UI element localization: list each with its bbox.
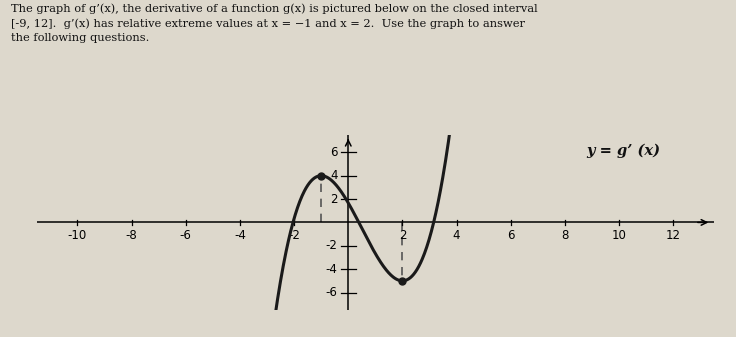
- Text: 12: 12: [666, 229, 681, 242]
- Text: y = g’ (x): y = g’ (x): [587, 143, 661, 158]
- Text: -6: -6: [325, 286, 337, 299]
- Text: -2: -2: [325, 239, 337, 252]
- Text: -4: -4: [325, 263, 337, 276]
- Text: 6: 6: [507, 229, 514, 242]
- Text: 4: 4: [453, 229, 460, 242]
- Text: The graph of g’(x), the derivative of a function g(x) is pictured below on the c: The graph of g’(x), the derivative of a …: [11, 3, 538, 43]
- Text: 6: 6: [330, 146, 337, 159]
- Text: 2: 2: [399, 229, 406, 242]
- Text: -2: -2: [289, 229, 300, 242]
- Text: 2: 2: [330, 192, 337, 206]
- Text: -10: -10: [68, 229, 87, 242]
- Text: -6: -6: [180, 229, 191, 242]
- Text: -4: -4: [234, 229, 246, 242]
- Text: 10: 10: [612, 229, 626, 242]
- Text: -8: -8: [126, 229, 138, 242]
- Text: 4: 4: [330, 169, 337, 182]
- Text: 8: 8: [562, 229, 569, 242]
